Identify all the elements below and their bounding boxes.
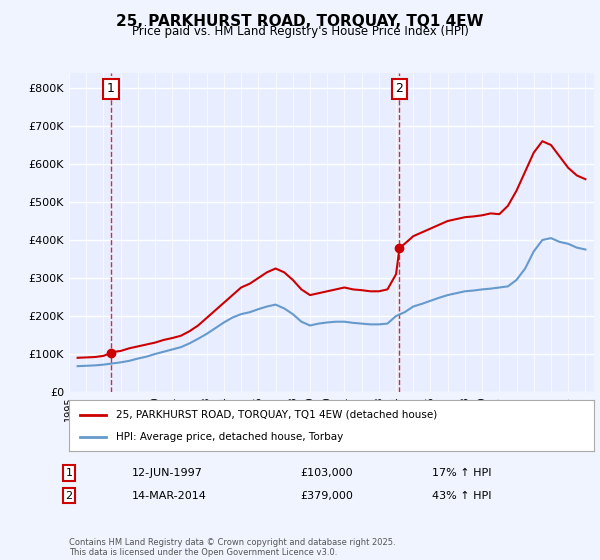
Text: 25, PARKHURST ROAD, TORQUAY, TQ1 4EW (detached house): 25, PARKHURST ROAD, TORQUAY, TQ1 4EW (de…	[116, 409, 437, 419]
Text: 25, PARKHURST ROAD, TORQUAY, TQ1 4EW: 25, PARKHURST ROAD, TORQUAY, TQ1 4EW	[116, 14, 484, 29]
Text: 12-JUN-1997: 12-JUN-1997	[132, 468, 203, 478]
Text: 17% ↑ HPI: 17% ↑ HPI	[432, 468, 491, 478]
Text: Price paid vs. HM Land Registry's House Price Index (HPI): Price paid vs. HM Land Registry's House …	[131, 25, 469, 38]
Text: 1: 1	[65, 468, 73, 478]
Text: HPI: Average price, detached house, Torbay: HPI: Average price, detached house, Torb…	[116, 432, 343, 442]
Text: 14-MAR-2014: 14-MAR-2014	[132, 491, 207, 501]
Text: £103,000: £103,000	[300, 468, 353, 478]
Text: 43% ↑ HPI: 43% ↑ HPI	[432, 491, 491, 501]
Text: 2: 2	[65, 491, 73, 501]
Text: 1: 1	[107, 82, 115, 95]
Text: Contains HM Land Registry data © Crown copyright and database right 2025.
This d: Contains HM Land Registry data © Crown c…	[69, 538, 395, 557]
Text: £379,000: £379,000	[300, 491, 353, 501]
Text: 2: 2	[395, 82, 403, 95]
